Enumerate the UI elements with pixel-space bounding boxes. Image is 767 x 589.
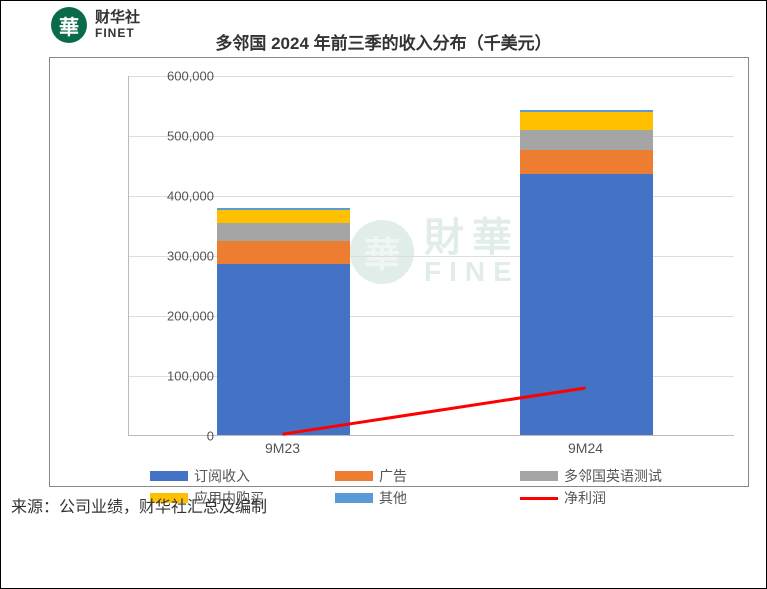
legend-label: 多邻国英语测试 [564, 466, 662, 486]
source-text: 来源：公司业绩，财华社汇总及编制 [11, 493, 267, 517]
x-tick-label: 9M23 [265, 440, 300, 456]
legend-swatch [520, 471, 558, 481]
legend-item: 订阅收入 [150, 466, 335, 486]
bar-segment [520, 130, 653, 150]
chart-container: 華 财华社 FINET 多邻国 2024 年前三季的收入分布（千美元） 華 財華… [0, 0, 767, 589]
bar-segment [520, 174, 653, 435]
legend-swatch [335, 471, 373, 481]
logo-cn: 财华社 [95, 10, 140, 27]
y-tick-label: 500,000 [144, 129, 214, 144]
chart-title: 多邻国 2024 年前三季的收入分布（千美元） [1, 29, 766, 54]
legend-label: 广告 [379, 466, 407, 486]
y-tick-label: 400,000 [144, 189, 214, 204]
y-tick-label: 200,000 [144, 309, 214, 324]
y-tick-label: 300,000 [144, 249, 214, 264]
legend-label: 净利润 [564, 488, 606, 508]
bar-segment [520, 150, 653, 174]
y-tick-label: 100,000 [144, 369, 214, 384]
y-tick-label: 600,000 [144, 69, 214, 84]
bar-segment [217, 210, 350, 223]
legend-label: 订阅收入 [194, 466, 250, 486]
bar-segment [520, 110, 653, 112]
grid-line [129, 76, 734, 77]
legend-swatch [150, 471, 188, 481]
legend-swatch [520, 497, 558, 500]
bar-segment [217, 223, 350, 241]
bar-segment [217, 241, 350, 264]
chart-area: 華 財華社 FINET 订阅收入广告多邻国英语测试应用内购买其他净利润 0100… [49, 57, 749, 487]
bar-segment [217, 208, 350, 210]
y-tick-label: 0 [144, 429, 214, 444]
bar-segment [217, 264, 350, 435]
legend-label: 其他 [379, 488, 407, 508]
legend-item: 其他 [335, 488, 520, 508]
legend-item: 净利润 [520, 488, 705, 508]
legend-item: 广告 [335, 466, 520, 486]
legend-swatch [335, 493, 373, 503]
x-tick-label: 9M24 [568, 440, 603, 456]
bar-segment [520, 112, 653, 130]
plot-area [128, 76, 734, 436]
legend-item: 多邻国英语测试 [520, 466, 705, 486]
